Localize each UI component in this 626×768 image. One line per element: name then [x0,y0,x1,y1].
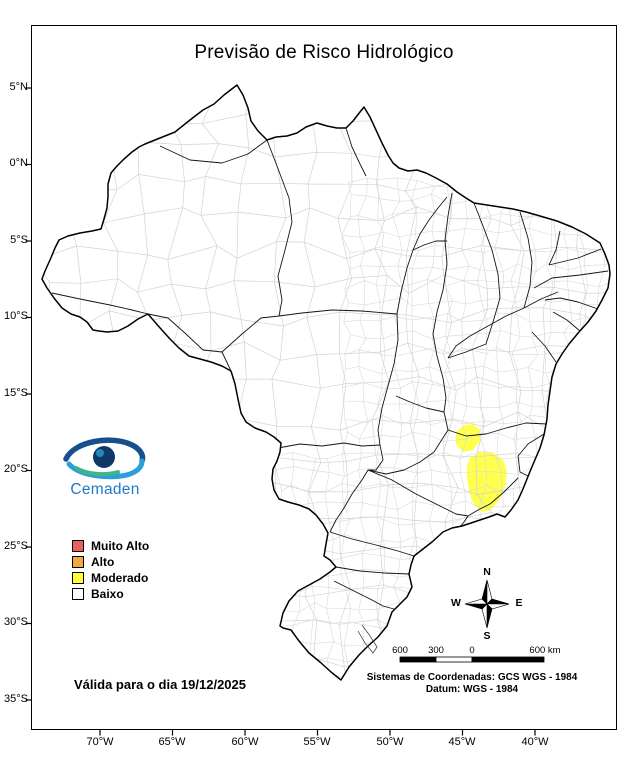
datum-text: Datum: WGS - 1984 [425,684,519,695]
compass-rose-icon [464,579,510,629]
legend-label: Alto [91,555,115,569]
legend-item-baixo: Baixo [72,586,149,602]
lon-label: 50°W [376,736,404,748]
lat-label: 35°S [4,693,28,705]
cemaden-logo-icon [63,437,146,480]
compass-west-label: W [451,597,461,609]
scale-label: 0 [469,645,475,656]
lagoon-outline [357,624,378,654]
state-boundaries [51,127,609,610]
scale-label: 300 [428,645,444,656]
lon-label: 60°W [231,736,259,748]
compass-east-label: E [515,597,523,609]
lat-label: 0°N [9,157,28,169]
lon-label: 45°W [448,736,476,748]
cemaden-logo-text: Cemaden [70,481,140,498]
lat-label: 15°S [4,387,28,399]
compass-north-label: N [483,566,491,578]
page-title: Previsão de Risco Hidrológico [194,42,454,63]
lon-label: 65°W [158,736,186,748]
legend-label: Moderado [91,571,149,585]
risk-area-moderado [467,452,507,512]
lon-label: 70°W [86,736,114,748]
legend-swatch-baixo [72,588,84,600]
lat-label: 5°N [9,81,28,93]
legend-label: Muito Alto [91,539,150,553]
compass-south-label: S [483,630,491,642]
lon-label: 55°W [303,736,331,748]
lat-label: 30°S [4,616,28,628]
scale-label: 600 [392,645,408,656]
risk-legend: Muito Alto Alto Moderado Baixo [72,538,149,602]
brazil-landmass [42,85,610,680]
scale-bar [399,656,545,663]
legend-item-moderado: Moderado [72,570,149,586]
lat-label: 20°S [4,463,28,475]
lon-label: 40°W [521,736,549,748]
legend-swatch-moderado [72,572,84,584]
brazil-outline [41,84,611,681]
coordinate-system-text: Sistemas de Coordenadas: GCS WGS - 1984 [366,672,578,683]
legend-swatch-muito-alto [72,540,84,552]
scale-label: 600 km [529,645,561,656]
legend-swatch-alto [72,556,84,568]
lat-label: 10°S [4,310,28,322]
lat-label: 5°S [10,234,28,246]
legend-item-muito-alto: Muito Alto [72,538,149,554]
legend-label: Baixo [91,587,124,601]
lat-label: 25°S [4,540,28,552]
legend-item-alto: Alto [72,554,149,570]
validity-note: Válida para o dia 19/12/2025 [74,677,246,692]
